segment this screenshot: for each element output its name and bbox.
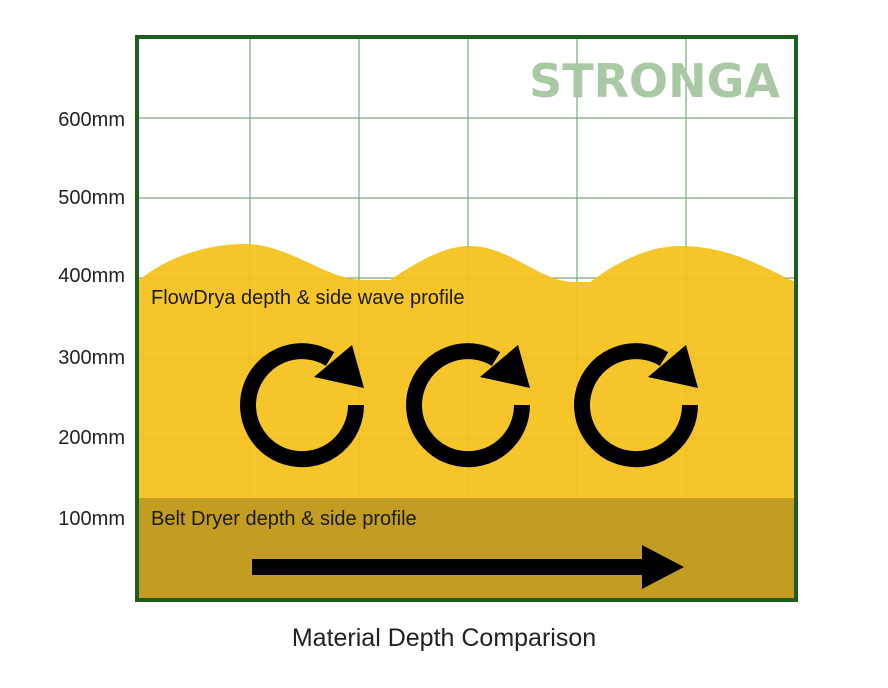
y-label-100: 100mm — [58, 508, 125, 530]
flowdrya-label: FlowDrya depth & side wave profile — [151, 287, 464, 309]
y-label-300: 300mm — [58, 347, 125, 369]
right-arrow-icon — [252, 545, 684, 589]
y-label-200: 200mm — [58, 427, 125, 449]
chart-frame — [135, 35, 798, 602]
belt-dryer-profile — [139, 498, 795, 600]
y-label-500: 500mm — [58, 187, 125, 209]
brand-logo: STRONGA — [529, 54, 780, 108]
rotation-arrow-icon — [574, 343, 699, 468]
rotation-arrow-icon — [240, 343, 365, 468]
rotation-arrow-icon — [406, 343, 531, 468]
belt-dryer-label: Belt Dryer depth & side profile — [151, 508, 417, 530]
diagram-caption: Material Depth Comparison — [291, 624, 597, 652]
y-label-400: 400mm — [58, 265, 125, 287]
y-label-600: 600mm — [58, 109, 125, 131]
